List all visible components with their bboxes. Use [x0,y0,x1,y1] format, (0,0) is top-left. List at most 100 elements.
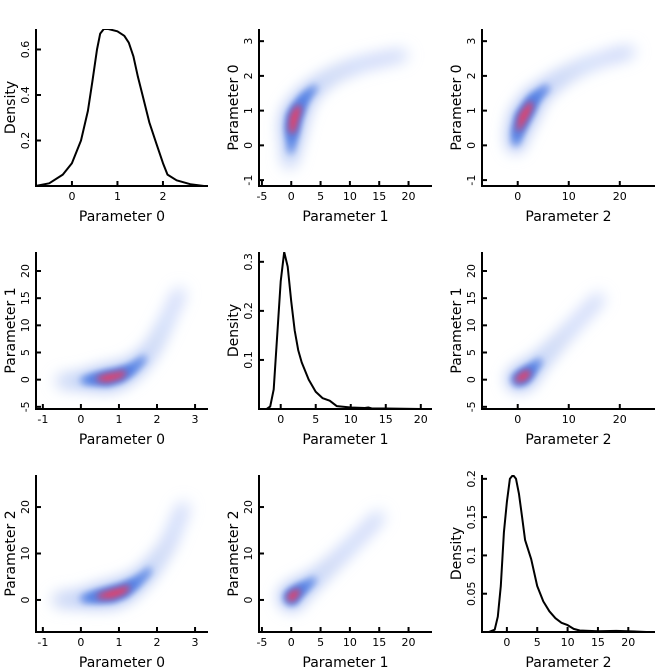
x-axis-label: Parameter 2 [525,432,611,448]
y-axis-label: Parameter 0 [449,64,465,150]
y-tick-label: 0.6 [19,41,32,59]
panel-1-1: 0 5 10 15 20 0.1 0.2 0.3 Parameter 1 Density [226,252,432,448]
density-cell [589,288,610,309]
x-axis-label: Parameter 1 [302,432,388,448]
panel-0-2: 0 10 20 -1 0 1 2 3 Parameter 2 Parameter 0 [449,29,655,225]
y-tick-label: 0 [242,596,255,603]
y-tick-label: 0.05 [465,581,478,606]
x-tick-label: 10 [344,413,358,426]
y-tick-label: -1 [465,175,478,186]
x-tick-label: 0 [514,413,521,426]
x-tick-label: 10 [562,190,576,203]
density-cell [119,368,128,378]
y-tick-label: 0.3 [242,253,255,271]
density-cell [293,586,303,596]
panel-0-0: 0 1 2 0.2 0.4 0.6 Parameter 0 Density [3,29,208,225]
y-tick-label: 20 [465,264,478,278]
panel-1-0: -1 0 1 2 3 -5 0 5 10 15 20 Parameter 0 Parameter 1 [3,252,208,448]
y-tick-label: 0 [465,142,478,149]
x-tick-label: 20 [621,636,635,649]
x-tick-label: 0 [77,636,84,649]
density-core-layer [513,368,533,385]
x-tick-label: -5 [256,190,267,203]
density-core-layer [514,100,535,133]
y-tick-label: -1 [242,175,255,186]
x-tick-label: 0 [288,190,295,203]
x-axis-label: Parameter 0 [79,209,165,225]
density-cell [369,506,390,527]
x-tick-label: 10 [562,413,576,426]
density-core-layer [95,583,132,601]
y-tick-label: 0.1 [242,351,255,369]
y-tick-label: 0 [242,142,255,149]
y-tick-label: 10 [19,318,32,332]
y-tick-label: 1 [465,107,478,114]
y-tick-label: 3 [465,38,478,45]
y-tick-label: 0.1 [465,547,478,565]
x-axis-label: Parameter 1 [302,209,388,225]
density-heatmap [502,288,610,395]
x-tick-label: 15 [379,413,393,426]
y-tick-label: 1 [242,107,255,114]
x-tick-label: 10 [343,636,357,649]
x-axis-label: Parameter 0 [79,432,165,448]
x-tick-label: 20 [402,190,416,203]
panel-2-1: -5 0 5 10 15 20 0 10 20 Parameter 1 Parameter 2 [226,475,432,670]
density-heatmap [51,282,190,395]
y-tick-label: 20 [19,500,32,514]
y-tick-label: 10 [19,547,32,561]
density-cell [523,368,533,378]
x-tick-label: 5 [312,413,319,426]
x-tick-label: -5 [256,636,267,649]
x-tick-label: 2 [154,413,161,426]
y-tick-label: 0.15 [465,505,478,530]
x-tick-label: -1 [37,413,48,426]
y-tick-label: 0.2 [465,470,478,488]
density-cell [294,103,304,113]
density-cell [309,82,321,94]
y-tick-label: 3 [242,38,255,45]
y-tick-label: 15 [465,291,478,305]
y-tick-label: 0.2 [19,132,32,150]
density-cell [526,100,535,109]
x-tick-label: 20 [402,636,416,649]
density-cell [169,282,190,303]
density-cell [540,82,553,94]
density-curve [266,252,421,409]
y-axis-label: Parameter 0 [226,64,242,150]
y-tick-label: 0 [19,596,32,603]
x-tick-label: 3 [192,413,199,426]
density-cell [122,583,132,593]
y-axis-label: Parameter 1 [449,287,465,373]
y-tick-label: -5 [19,401,32,412]
y-tick-label: 0.2 [242,302,255,320]
x-tick-label: 5 [534,636,541,649]
y-tick-label: 0 [19,376,32,383]
x-tick-label: 3 [192,636,199,649]
y-tick-label: 5 [465,349,478,356]
panel-2-0: -1 0 1 2 3 0 10 20 Parameter 0 Parameter 2 [3,475,208,670]
density-core-layer [286,586,303,603]
x-tick-label: 10 [561,636,575,649]
x-axis-label: Parameter 2 [525,209,611,225]
density-cell [392,44,413,66]
y-axis-label: Density [449,527,465,580]
y-tick-label: 0.4 [19,86,32,104]
y-tick-label: 10 [465,318,478,332]
x-tick-label: 1 [115,413,122,426]
density-cell [619,41,641,62]
x-tick-label: 0 [503,636,510,649]
density-heatmap [47,496,194,612]
y-axis-label: Parameter 2 [226,510,242,596]
density-core-layer [287,103,304,136]
x-tick-label: 0 [68,190,75,203]
x-tick-label: 20 [414,413,428,426]
y-tick-label: 2 [242,72,255,79]
x-tick-label: 2 [159,190,166,203]
density-curve [488,475,647,632]
density-cell [138,352,150,364]
density-core-layer [94,368,128,384]
